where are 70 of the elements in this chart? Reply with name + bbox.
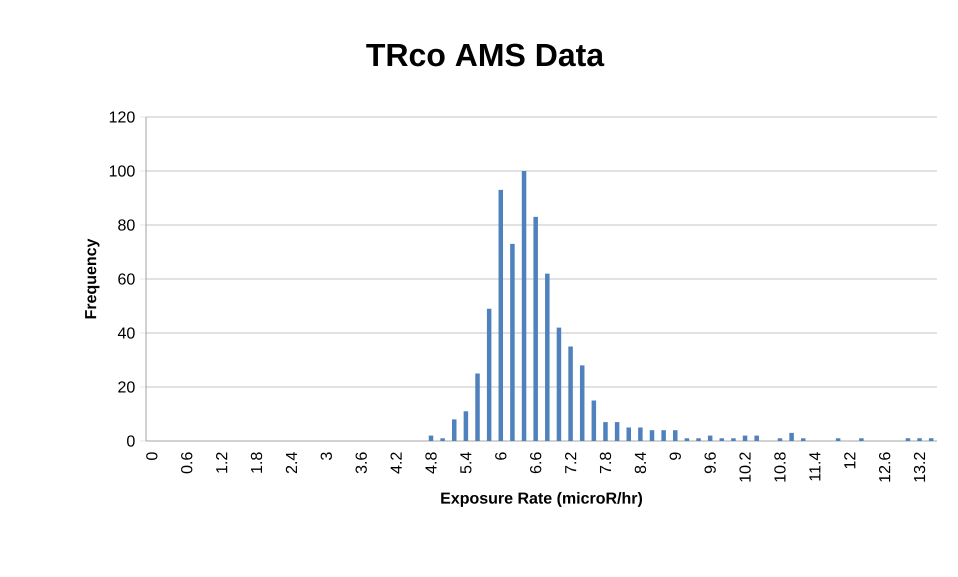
x-tick-label: 11.4 bbox=[809, 452, 820, 480]
bar bbox=[498, 190, 504, 441]
bar bbox=[522, 170, 526, 441]
bar bbox=[568, 346, 573, 441]
x-tick-label: 1.2 bbox=[216, 452, 228, 473]
bar bbox=[661, 430, 666, 441]
bar bbox=[906, 438, 910, 441]
bar bbox=[592, 400, 596, 441]
y-tick-label: 100 bbox=[110, 165, 135, 177]
y-tick-label: 80 bbox=[118, 219, 135, 231]
bar bbox=[859, 438, 864, 441]
chart-title: TRco AMS Data bbox=[366, 44, 604, 66]
bar bbox=[486, 308, 492, 441]
x-tick-label: 10.2 bbox=[739, 452, 751, 482]
y-axis-title: Frequency bbox=[85, 238, 100, 318]
bar bbox=[452, 419, 457, 441]
y-tick-label: 60 bbox=[118, 273, 135, 285]
x-tick-label: 9 bbox=[670, 452, 681, 460]
x-tick-label: 6.6 bbox=[530, 452, 542, 474]
bar bbox=[533, 216, 538, 441]
bar bbox=[673, 430, 678, 441]
bar bbox=[603, 422, 608, 441]
y-tick-label: 120 bbox=[110, 111, 135, 123]
x-tick-label: 2.4 bbox=[286, 452, 297, 474]
bar bbox=[778, 438, 782, 441]
x-tick-label: 0 bbox=[146, 452, 158, 460]
x-tick-label: 6 bbox=[495, 452, 506, 460]
x-tick-label: 4.2 bbox=[390, 452, 402, 474]
bar bbox=[800, 438, 806, 441]
x-tick-label: 0.6 bbox=[181, 452, 192, 474]
bar bbox=[475, 373, 480, 441]
bar bbox=[696, 438, 701, 441]
x-tick-label: 1.8 bbox=[250, 452, 262, 473]
y-tick-label: 20 bbox=[118, 381, 135, 393]
x-tick-label: 4.8 bbox=[425, 452, 437, 474]
bar bbox=[556, 328, 562, 441]
bar bbox=[742, 436, 748, 441]
x-tick-label: 10.8 bbox=[774, 452, 786, 482]
bar bbox=[510, 244, 515, 441]
x-tick-label: 9.6 bbox=[704, 452, 716, 474]
bar bbox=[684, 438, 690, 441]
bar bbox=[789, 432, 794, 441]
x-tick-label: 12.6 bbox=[878, 452, 890, 482]
bar bbox=[754, 436, 759, 441]
x-tick-label: 12 bbox=[844, 452, 856, 468]
x-tick-label: 7.8 bbox=[600, 452, 612, 474]
bar bbox=[720, 438, 724, 441]
bar bbox=[545, 274, 550, 441]
bar bbox=[917, 438, 922, 441]
bar bbox=[440, 438, 445, 441]
bar bbox=[928, 438, 934, 441]
x-tick-label: 7.2 bbox=[565, 452, 576, 474]
x-axis-title: Exposure Rate (microR/hr) bbox=[441, 492, 642, 507]
bar bbox=[708, 436, 712, 441]
bar bbox=[580, 365, 584, 441]
bar bbox=[650, 430, 654, 441]
x-tick-label: 3 bbox=[320, 452, 332, 460]
bar bbox=[638, 427, 643, 441]
bar bbox=[428, 436, 434, 441]
bar bbox=[614, 422, 620, 441]
bar bbox=[731, 438, 736, 441]
bar bbox=[464, 411, 468, 441]
y-tick-label: 0 bbox=[127, 435, 135, 447]
bar bbox=[626, 427, 631, 441]
x-tick-label: 5.4 bbox=[460, 452, 472, 474]
x-tick-label: 3.6 bbox=[356, 452, 367, 474]
x-tick-label: 13.2 bbox=[914, 452, 926, 482]
x-tick-label: 8.4 bbox=[634, 452, 646, 474]
bar bbox=[836, 438, 840, 441]
y-tick-label: 40 bbox=[118, 327, 135, 339]
